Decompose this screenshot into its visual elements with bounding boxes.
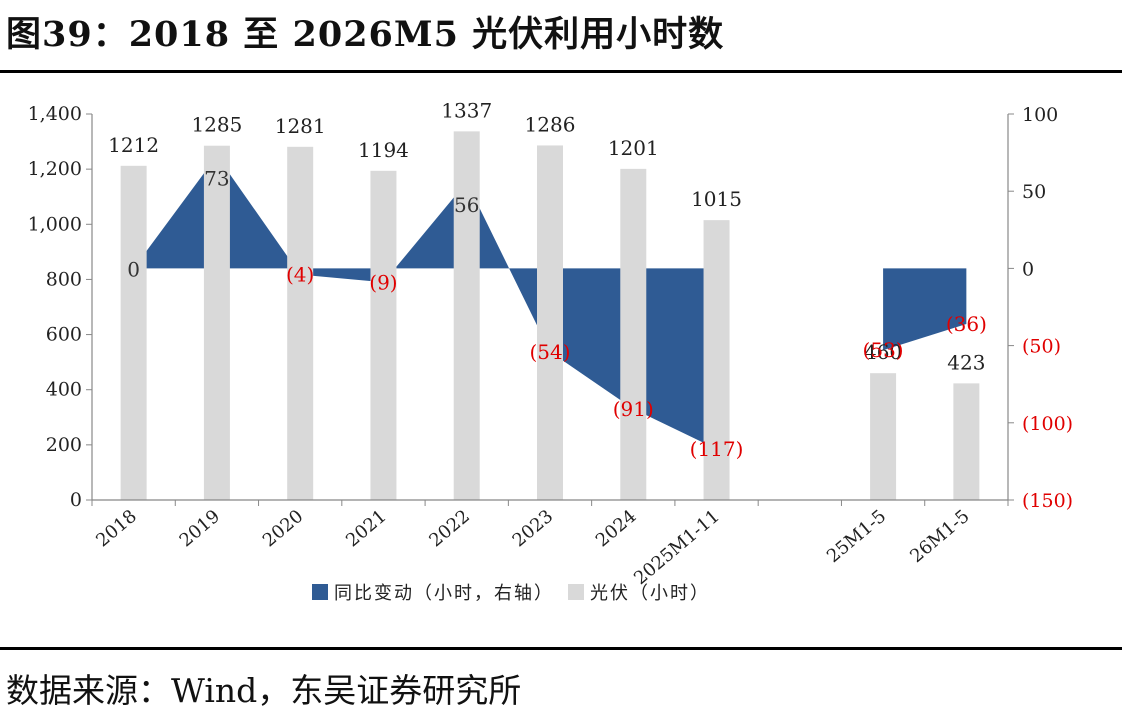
right-tick-label: 100 xyxy=(1022,104,1058,126)
x-label-2021: 2021 xyxy=(342,506,391,552)
bottom-rule xyxy=(0,647,1122,650)
bar-2021 xyxy=(370,170,397,500)
bar-label-26M1-5: 423 xyxy=(947,350,985,374)
change-label-2022: 56 xyxy=(454,193,479,217)
chart: 0 200 400 600 800 1,000 1,200 1,400 (150) (100) (5… xyxy=(28,98,1074,604)
change-label-2023: (54) xyxy=(529,340,570,364)
right-tick-label: 50 xyxy=(1022,181,1046,203)
top-rule xyxy=(0,70,1122,73)
data-label-layer: 1212 1285 1281 1194 1337 1286 1201 1015 460 423 0 7… xyxy=(108,98,987,461)
bar-2019 xyxy=(203,145,230,500)
x-label-2025M1-11: 2025M1-11 xyxy=(630,506,724,589)
right-tick-label: (100) xyxy=(1022,413,1073,435)
bar-label-2020: 1281 xyxy=(275,114,326,138)
legend-swatch-0 xyxy=(312,584,328,600)
bar-2022 xyxy=(453,131,480,500)
bar-label-2022: 1337 xyxy=(441,98,492,122)
bar-2020 xyxy=(287,146,314,500)
bar-label-2023: 1286 xyxy=(525,112,576,136)
bar-26M1-5 xyxy=(953,383,980,500)
bar-2023 xyxy=(537,145,563,500)
x-label-2020: 2020 xyxy=(259,506,308,552)
left-tick-label: 1,400 xyxy=(28,103,82,125)
x-label-2022: 2022 xyxy=(425,506,474,552)
left-tick-label: 800 xyxy=(46,268,82,290)
change-label-2024: (91) xyxy=(613,397,654,421)
bar-25M1-5 xyxy=(870,373,897,500)
legend-label-0: 同比变动（小时，右轴） xyxy=(334,583,554,604)
change-label-2021: (9) xyxy=(369,270,397,294)
right-tick-label: 0 xyxy=(1022,258,1034,280)
x-label-2024: 2024 xyxy=(592,506,641,552)
left-tick-label: 1,000 xyxy=(28,213,82,235)
bar-layer xyxy=(120,131,980,501)
figure-source: 数据来源：Wind，东吴证券研究所 xyxy=(6,671,522,710)
right-tick-label: (50) xyxy=(1022,336,1061,358)
bar-label-25M1-5: 460 xyxy=(864,340,902,364)
change-label-2020: (4) xyxy=(286,263,314,287)
bar-label-2025M1-11: 1015 xyxy=(691,187,742,211)
change-label-26M1-5: (36) xyxy=(946,312,987,336)
bar-2025M1-11 xyxy=(703,220,730,500)
x-label-2018: 2018 xyxy=(92,506,141,552)
figure-title: 图39：2018 至 2026M5 光伏利用小时数 xyxy=(6,14,725,55)
legend-label-1: 光伏（小时） xyxy=(590,583,710,604)
change-area-segment-0 xyxy=(133,155,717,450)
left-tick-label: 400 xyxy=(46,379,82,401)
legend-swatch-1 xyxy=(568,584,584,600)
left-tick-label: 1,200 xyxy=(28,158,82,180)
change-label-2018: 0 xyxy=(127,257,140,281)
change-label-2019: 73 xyxy=(204,167,229,191)
change-area-segment-1 xyxy=(883,268,967,351)
change-area-layer xyxy=(133,155,967,450)
x-label-2023: 2023 xyxy=(509,506,558,552)
bar-label-2024: 1201 xyxy=(608,136,659,160)
left-tick-label: 600 xyxy=(46,324,82,346)
right-tick-label: (150) xyxy=(1022,490,1073,512)
left-tick-label: 200 xyxy=(46,434,82,456)
change-label-2025M1-11: (117) xyxy=(690,437,744,461)
bar-label-2018: 1212 xyxy=(108,133,159,157)
bar-label-2021: 1194 xyxy=(358,138,409,162)
left-tick-label: 0 xyxy=(70,489,82,511)
change-label-25M1-5: (53) xyxy=(863,338,904,362)
bar-2024 xyxy=(620,168,647,501)
x-label-2019: 2019 xyxy=(176,506,225,552)
x-label-25M1-5: 25M1-5 xyxy=(823,506,890,567)
x-label-26M1-5: 26M1-5 xyxy=(906,506,973,567)
legend: 同比变动（小时，右轴） 光伏（小时） xyxy=(312,583,710,604)
bar-label-2019: 1285 xyxy=(191,113,242,137)
bar-2018 xyxy=(120,165,147,500)
